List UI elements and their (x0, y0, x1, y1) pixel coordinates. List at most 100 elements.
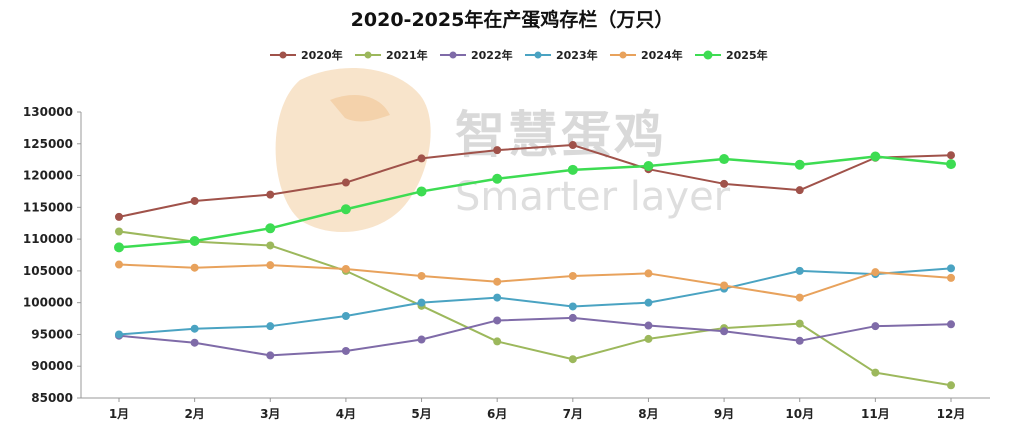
data-point (795, 319, 804, 328)
data-point (493, 337, 502, 346)
data-point (266, 241, 275, 250)
data-point (795, 336, 804, 345)
data-point (644, 321, 653, 330)
y-tick-label: 110000 (23, 232, 73, 246)
y-tick-label: 115000 (23, 200, 73, 214)
data-point (644, 334, 653, 343)
series-2025年 (114, 151, 956, 253)
x-tick-label: 9月 (714, 407, 734, 421)
data-point (115, 212, 123, 221)
data-point (567, 164, 578, 175)
data-point (568, 355, 577, 364)
data-point (115, 260, 123, 269)
data-point (947, 151, 955, 160)
x-tick-label: 6月 (487, 407, 507, 421)
legend-marker (364, 51, 372, 59)
data-point (265, 223, 276, 234)
watermark: 智慧蛋鸡 Smarter layer (275, 68, 731, 232)
y-tick-label: 105000 (23, 264, 73, 278)
legend-marker (449, 51, 457, 59)
watermark-cn: 智慧蛋鸡 (455, 106, 667, 164)
series-2024年 (115, 260, 955, 302)
data-point (190, 263, 199, 272)
data-point (644, 269, 653, 278)
series-line (118, 267, 952, 336)
chart-title: 2020-2025年在产蛋鸡存栏（万只） (351, 8, 674, 31)
data-point (568, 302, 577, 311)
data-point (871, 368, 880, 377)
legend-label: 2024年 (641, 48, 683, 62)
y-tick-label: 130000 (23, 105, 73, 119)
data-point (947, 264, 955, 273)
x-tick-label: 12月 (937, 407, 966, 421)
legend-label: 2023年 (556, 48, 598, 62)
y-tick-label: 95000 (31, 327, 73, 341)
data-point (795, 186, 804, 195)
series-line (118, 230, 952, 387)
data-point (644, 298, 653, 307)
data-point (493, 146, 502, 155)
series-2022年 (115, 313, 955, 360)
data-point (947, 273, 955, 282)
data-point (870, 151, 881, 162)
data-point (493, 277, 502, 286)
legend-label: 2022年 (471, 48, 513, 62)
data-point (114, 242, 124, 253)
data-point (340, 204, 351, 215)
data-point (190, 338, 199, 347)
watermark-logo-icon (275, 68, 431, 232)
legend-label: 2025年 (726, 48, 768, 62)
data-point (417, 271, 426, 280)
data-point (341, 346, 350, 355)
x-tick-label: 5月 (411, 407, 431, 421)
series-line (118, 316, 952, 357)
series-line (118, 144, 952, 218)
data-point (643, 161, 654, 172)
data-point (493, 316, 502, 325)
x-axis-ticks: 1月 2月 3月 4月 5月 6月 7月 8月 9月 10月 11月 12月 (109, 398, 966, 421)
legend-marker (534, 51, 542, 59)
y-tick-label: 125000 (23, 137, 73, 151)
x-tick-label: 10月 (785, 407, 814, 421)
series-line (118, 155, 952, 249)
data-point (266, 322, 275, 331)
x-tick-label: 7月 (563, 407, 583, 421)
y-tick-label: 85000 (31, 391, 73, 405)
data-point (795, 266, 804, 275)
legend-marker (703, 50, 713, 60)
data-point (871, 322, 880, 331)
series-2023年 (115, 264, 955, 339)
data-point (492, 173, 503, 184)
legend-marker (279, 51, 287, 59)
y-tick-label: 120000 (23, 169, 73, 183)
data-point (266, 190, 275, 199)
legend-label: 2020年 (301, 48, 343, 62)
y-tick-label: 100000 (23, 296, 73, 310)
series-2021年 (115, 227, 955, 390)
x-tick-label: 4月 (336, 407, 356, 421)
data-point (266, 351, 275, 360)
data-point (417, 154, 426, 163)
data-point (794, 159, 805, 170)
data-point (493, 293, 502, 302)
data-point (115, 227, 123, 236)
watermark-logo-detail-icon (330, 95, 390, 122)
data-point (947, 381, 955, 390)
data-point (417, 298, 426, 307)
x-tick-label: 2月 (184, 407, 204, 421)
data-point (115, 330, 123, 339)
data-point (341, 264, 350, 273)
series-layer (114, 141, 956, 390)
data-point (568, 141, 577, 150)
data-point (871, 268, 880, 277)
y-axis-ticks: 85000 90000 95000 100000 105000 110000 115000 1… (23, 105, 81, 405)
data-point (190, 324, 199, 333)
data-point (568, 271, 577, 280)
y-tick-label: 90000 (31, 359, 73, 373)
data-point (720, 281, 729, 290)
data-point (341, 178, 350, 187)
data-point (190, 196, 199, 205)
data-point (795, 293, 804, 302)
